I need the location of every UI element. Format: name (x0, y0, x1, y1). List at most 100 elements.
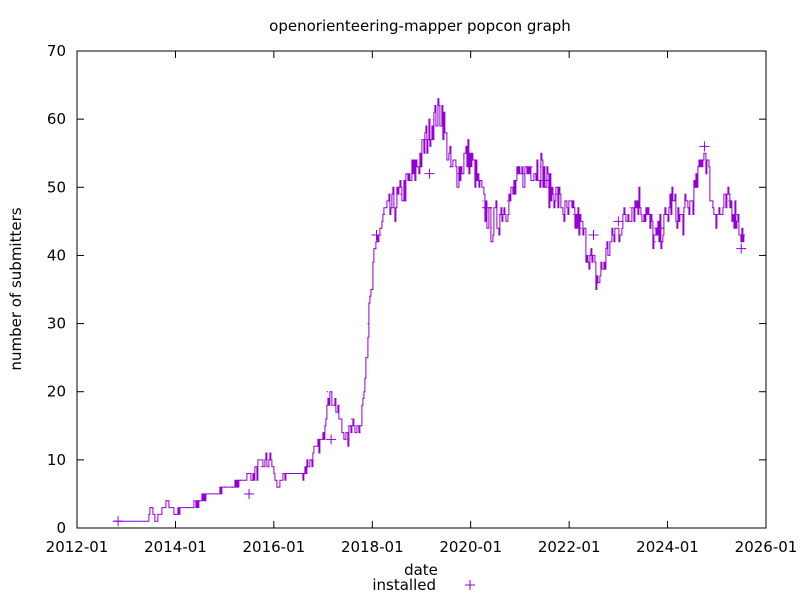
data-point (498, 213, 500, 216)
data-point (728, 200, 730, 202)
y-tick-label: 60 (47, 110, 66, 128)
plus-marker (539, 175, 550, 186)
data-point (277, 486, 279, 488)
data-point (174, 513, 177, 515)
data-point (269, 459, 271, 461)
data-point (539, 166, 541, 168)
data-point (441, 111, 443, 113)
data-point (293, 472, 295, 475)
y-tick-label: 50 (47, 178, 66, 196)
data-point (146, 520, 148, 522)
plus-marker (736, 243, 747, 254)
data-point (318, 445, 320, 447)
y-tick-label: 20 (47, 383, 66, 401)
data-point (629, 207, 632, 209)
data-point (613, 234, 615, 236)
x-tick-labels: 2012-01 2014-01 2016-01 2018-01 2020-01 2022-… (46, 538, 798, 556)
data-point (375, 241, 378, 243)
plus-marker (326, 434, 337, 445)
data-point (474, 173, 476, 175)
data-point (564, 213, 566, 216)
data-point (400, 193, 402, 195)
x-tick-label: 2018-01 (341, 538, 404, 556)
data-point (199, 500, 201, 502)
data-point (588, 254, 591, 257)
data-point (465, 152, 468, 154)
data-point (392, 207, 394, 209)
data-point (457, 173, 459, 175)
legend: installed (372, 576, 475, 594)
chart-title: openorienteering-mapper popcon graph (269, 17, 571, 35)
x-tick-label: 2012-01 (46, 538, 109, 556)
data-point (490, 227, 492, 229)
data-point (351, 418, 353, 420)
plus-marker (588, 229, 599, 240)
data-point (515, 186, 517, 188)
plus-marker (113, 516, 124, 527)
plus-marker (481, 202, 492, 213)
y-tick-label: 0 (56, 519, 66, 537)
data-point (207, 493, 209, 495)
y-tick-label: 10 (47, 451, 66, 469)
plus-marker (424, 168, 435, 179)
data-point (367, 322, 369, 325)
data-point (346, 438, 349, 441)
data-point (150, 506, 152, 509)
data-point (646, 213, 648, 216)
data-point (671, 200, 673, 202)
plus-marker (699, 141, 710, 152)
x-tick-label: 2026-01 (735, 538, 798, 556)
data-point (425, 138, 427, 141)
series-line-installed (113, 98, 745, 522)
data-point (712, 207, 714, 209)
data-point (679, 220, 681, 222)
data-point (597, 282, 599, 284)
y-axis-label: number of submitters (7, 207, 25, 370)
data-point (720, 213, 722, 216)
y-tick-labels: 0 10 20 30 40 50 60 70 (47, 42, 66, 537)
data-point (260, 466, 263, 468)
data-point (580, 227, 582, 229)
plot-frame (76, 50, 767, 529)
data-point (523, 173, 525, 175)
data-point (326, 391, 328, 393)
axis-ticks (76, 50, 767, 529)
data-point (654, 241, 656, 243)
x-tick-label: 2020-01 (439, 538, 502, 556)
data-point (252, 472, 254, 475)
marker-layer (113, 141, 747, 527)
plus-marker (654, 223, 665, 234)
data-point (187, 506, 189, 509)
series-layer (113, 98, 746, 522)
plus-marker (371, 229, 382, 240)
legend-label: installed (372, 576, 436, 594)
data-point (531, 166, 533, 168)
data-point (638, 200, 640, 202)
data-point (166, 500, 168, 502)
data-point (322, 438, 324, 441)
y-tick-label: 30 (47, 315, 66, 333)
data-point (334, 404, 336, 406)
data-point (310, 459, 312, 461)
data-point (224, 486, 226, 488)
data-point (605, 254, 607, 257)
data-point (482, 200, 484, 202)
data-point (736, 213, 738, 216)
data-point (215, 493, 218, 495)
legend-plus-icon (465, 580, 475, 590)
data-point (506, 200, 509, 202)
data-point (301, 472, 304, 475)
data-point (129, 520, 132, 522)
plus-marker (613, 216, 624, 227)
data-point (572, 213, 574, 216)
data-point (383, 213, 386, 216)
data-point (408, 179, 410, 182)
y-tick-label: 70 (47, 42, 66, 60)
legend-marker (465, 580, 475, 590)
plus-marker (244, 488, 255, 499)
data-point (416, 166, 418, 168)
x-axis-label: date (404, 561, 438, 579)
y-tick-label: 40 (47, 246, 66, 264)
data-point (449, 166, 451, 168)
